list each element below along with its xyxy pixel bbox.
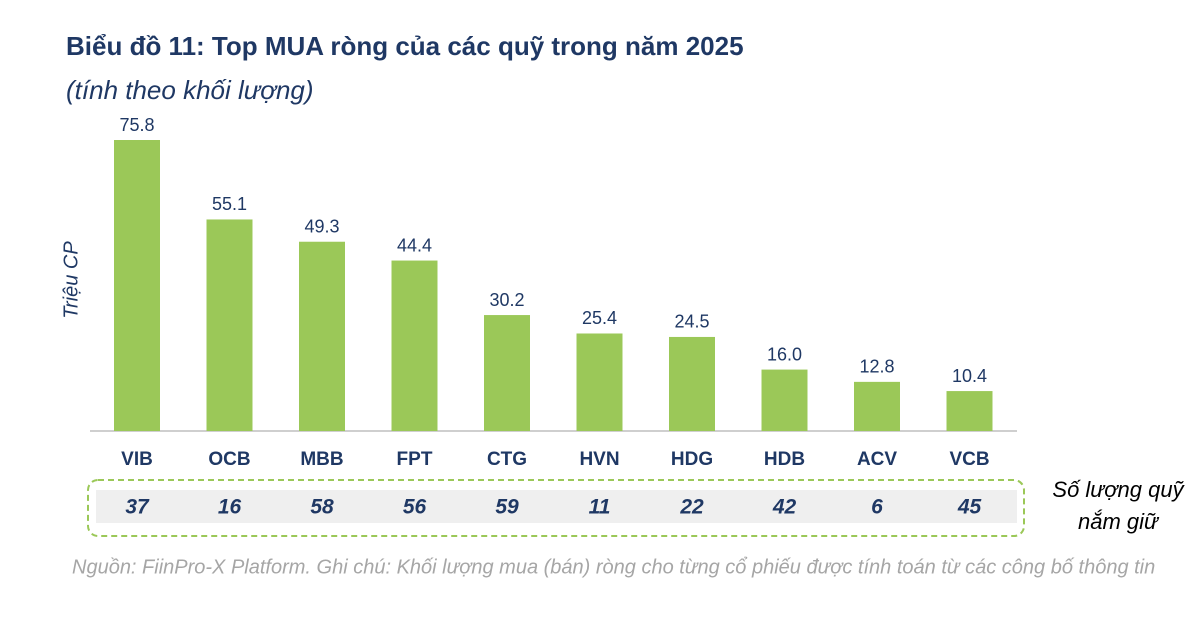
value-label: 16.0 <box>767 344 802 364</box>
x-tick-label: CTG <box>487 449 527 470</box>
count-box <box>87 479 1025 537</box>
bar <box>206 219 253 431</box>
x-tick-label: VCB <box>949 449 989 470</box>
bar <box>484 315 530 431</box>
fund-count: 16 <box>218 496 242 519</box>
fund-count: 42 <box>772 496 797 519</box>
value-label: 25.4 <box>582 308 617 328</box>
chart-title: Biểu đồ 11: Top MUA ròng của các quỹ tro… <box>66 31 744 61</box>
bar <box>854 381 900 431</box>
fund-count: 58 <box>310 496 334 519</box>
x-tick-label: HVN <box>579 449 619 470</box>
value-label: 75.8 <box>119 115 154 135</box>
bar <box>299 241 345 431</box>
value-label: 49.3 <box>304 216 339 236</box>
value-label: 12.8 <box>859 357 894 377</box>
bar <box>946 391 993 431</box>
fund-count: 59 <box>495 496 519 519</box>
fund-count: 37 <box>125 496 150 519</box>
x-tick-label: VIB <box>121 449 153 470</box>
x-tick-label: FPT <box>397 449 433 470</box>
fund-count: 45 <box>957 496 982 519</box>
count-label: nắm giữ <box>1078 509 1160 534</box>
fund-count: 22 <box>679 496 704 519</box>
value-label: 24.5 <box>674 312 709 332</box>
x-tick-label: HDB <box>764 449 805 470</box>
value-label: 55.1 <box>212 194 247 214</box>
bar <box>761 369 808 431</box>
value-label: 10.4 <box>952 366 987 386</box>
bar <box>391 260 438 431</box>
bar <box>114 140 160 431</box>
value-label: 30.2 <box>489 290 524 310</box>
source-note: Nguồn: FiinPro-X Platform. Ghi chú: Khối… <box>72 556 1155 578</box>
bar <box>669 336 715 431</box>
value-label: 44.4 <box>397 235 432 255</box>
fund-count: 56 <box>403 496 427 519</box>
bar <box>576 333 623 431</box>
count-label: Số lượng quỹ <box>1052 477 1185 502</box>
count-band <box>96 490 1017 523</box>
fund-count: 11 <box>589 496 611 519</box>
x-tick-label: ACV <box>857 449 897 470</box>
chart-subtitle: (tính theo khối lượng) <box>66 75 314 105</box>
y-axis-label: Triệu CP <box>60 241 82 319</box>
x-tick-label: MBB <box>300 449 343 470</box>
x-tick-label: OCB <box>208 449 250 470</box>
x-tick-label: HDG <box>671 449 713 470</box>
fund-count: 6 <box>871 496 883 519</box>
